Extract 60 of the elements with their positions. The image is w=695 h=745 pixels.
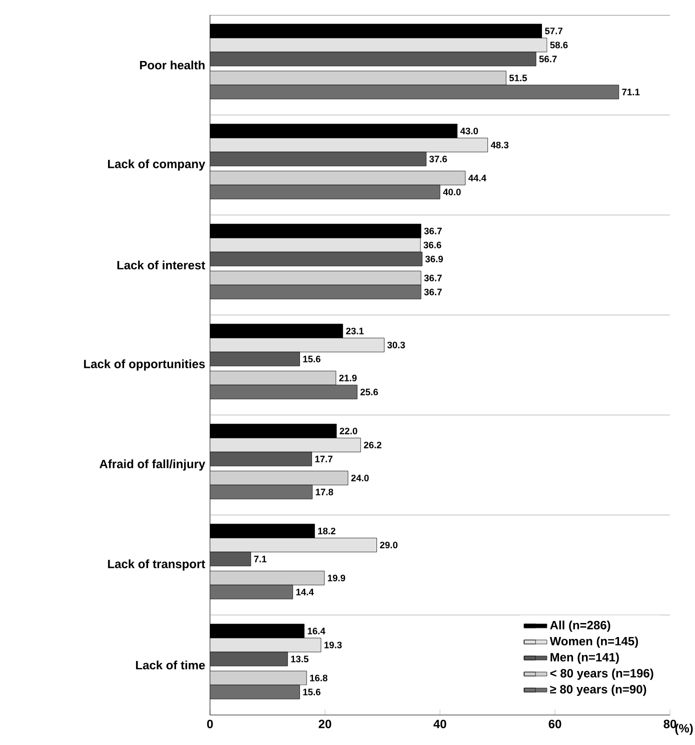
x-tick-label: 0 [207,720,213,728]
y-tick-label: Lack of opportunities [84,359,205,371]
data-label: 24.0 [351,474,369,482]
data-label: 30.3 [387,342,405,348]
data-label: 71.1 [622,88,640,96]
data-label: 22.0 [340,428,358,434]
data-label: 13.5 [291,656,308,662]
data-label: 36.7 [424,274,442,282]
bar [210,270,422,286]
data-label: 43.0 [460,128,478,134]
data-label: 21.9 [339,374,357,382]
data-label: 16.4 [308,628,326,634]
data-label: 36.7 [424,288,442,296]
data-label: 19.9 [328,574,346,582]
data-label: 36.7 [424,228,442,234]
data-label: 17.8 [316,488,334,496]
data-label: 23.1 [346,328,364,334]
bar [210,470,348,486]
bar [210,670,307,686]
x-axis-title: (%) [675,724,693,735]
data-label: 36.6 [424,242,442,248]
data-label: 29.0 [380,542,398,548]
bar [210,170,466,186]
data-label: 56.7 [539,56,557,62]
data-label: 44.4 [468,174,486,182]
data-label: 37.6 [429,156,447,162]
legend-label: Men (n=141) [550,652,619,664]
y-tick-label: Afraid of fall/injury [100,459,206,471]
data-label: 58.6 [550,42,568,48]
x-tick-label: 20 [318,720,332,728]
y-tick-label: Lack of interest [117,260,206,270]
data-label: 17.7 [315,456,332,462]
data-label: 25.6 [360,388,378,396]
bar [210,370,336,386]
y-tick-label: Lack of company [108,159,206,171]
legend-label: Women (n=145) [550,636,638,648]
data-label: 19.3 [324,642,342,648]
data-label: 14.4 [296,588,314,596]
y-tick-label: Lack of time [136,660,205,670]
y-tick-label: Poor health [140,60,205,70]
bar [210,70,506,86]
legend-label: ≥ 80 years (n=90) [550,684,646,696]
x-tick-label: 80 [664,720,676,728]
data-label: 57.7 [544,28,562,34]
data-label: 40.0 [443,188,461,196]
legend-label: < 80 years (n=196) [550,668,654,680]
y-tick-label: Lack of transport [108,559,206,571]
data-label: 16.8 [310,674,328,682]
data-label: 7.1 [254,556,266,562]
bar [210,570,325,586]
data-label: 48.3 [490,142,508,148]
data-label: 15.6 [303,356,320,362]
x-tick-label: 40 [434,720,446,728]
data-label: 36.9 [425,256,443,262]
x-tick-label: 60 [548,720,562,728]
data-label: 51.5 [509,74,527,82]
data-label: 18.2 [318,528,336,534]
data-label: 26.2 [364,442,382,448]
data-label: 15.6 [303,688,320,696]
legend-label: All (n=286) [550,620,610,632]
